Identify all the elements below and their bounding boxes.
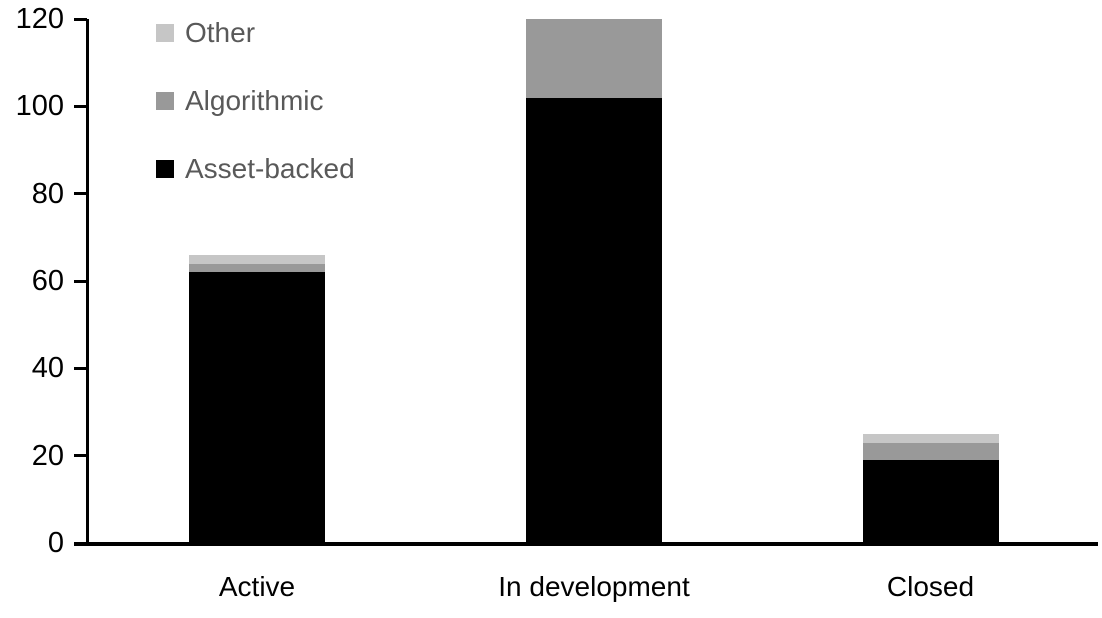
y-tick-label: 0 (47, 527, 64, 559)
y-tick-mark (74, 366, 87, 370)
y-tick-mark (74, 279, 87, 283)
bar-segment-algorithmic (189, 263, 325, 273)
legend-label-asset-backed: Asset-backed (185, 153, 355, 184)
legend-swatch-algorithmic (156, 92, 174, 110)
y-tick-mark (74, 192, 87, 196)
bar-active (189, 254, 325, 543)
y-axis-line (86, 19, 89, 546)
legend-item-asset-backed: Asset-backed (156, 153, 355, 184)
legend-item-other: Other (156, 17, 355, 48)
legend-swatch-asset-backed (156, 160, 174, 178)
y-tick-label: 20 (31, 439, 64, 472)
y-tick-label: 100 (15, 90, 64, 123)
category-label-in-development: In development (498, 571, 690, 602)
legend-label-other: Other (185, 17, 256, 48)
legend: Other Algorithmic Asset-backed (156, 17, 355, 228)
y-tick-label: 120 (15, 3, 64, 35)
bar-in-development (526, 19, 662, 543)
y-tick-label: 80 (31, 177, 64, 210)
bar-segment-other (862, 433, 999, 443)
x-axis-line (74, 542, 1098, 546)
y-tick-label: 60 (31, 265, 64, 297)
bar-segment-asset-backed (189, 272, 325, 543)
category-label-active: Active (218, 571, 296, 602)
legend-label-algorithmic: Algorithmic (185, 85, 324, 116)
bar-segment-algorithmic (862, 442, 999, 461)
bar-segment-asset-backed (526, 97, 662, 543)
legend-swatch-other (156, 24, 174, 42)
y-tick-mark (74, 104, 87, 108)
bar-closed (862, 433, 999, 543)
bar-segment-algorithmic (526, 19, 662, 98)
bar-segment-other (189, 254, 325, 264)
y-tick-mark (74, 454, 87, 458)
y-tick-mark (74, 17, 87, 21)
category-label-closed: Closed (886, 571, 975, 602)
legend-item-algorithmic: Algorithmic (156, 85, 355, 116)
bar-segment-asset-backed (862, 460, 999, 543)
y-tick-label: 40 (31, 352, 64, 385)
